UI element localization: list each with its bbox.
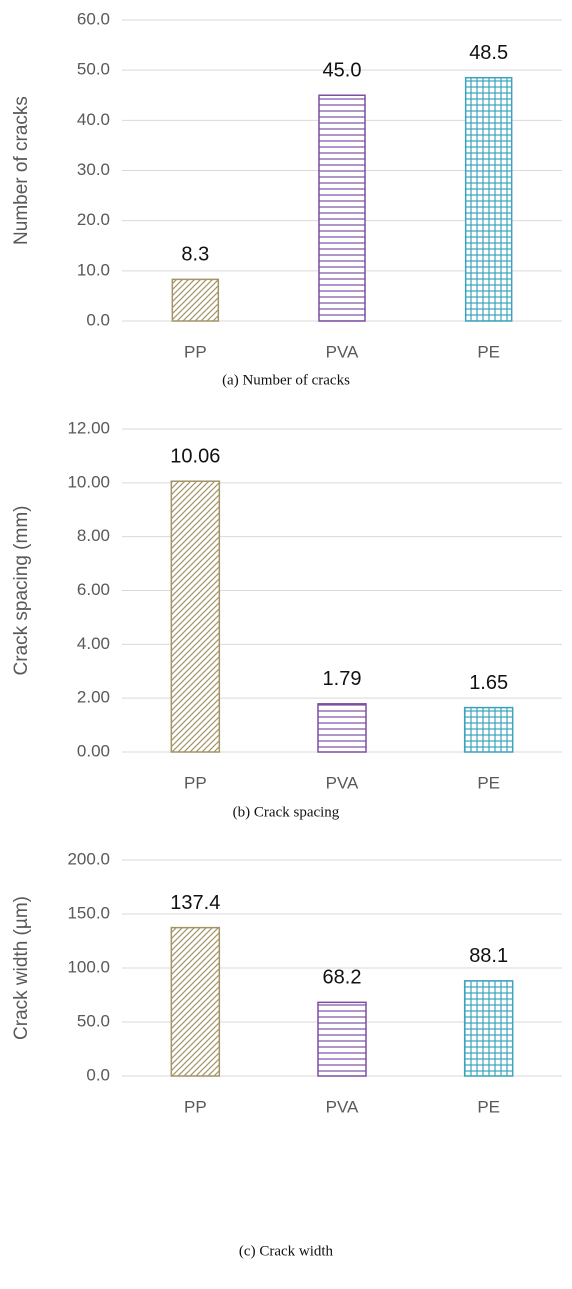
y-axis-title: Number of cracks	[11, 96, 32, 245]
data-label: 48.5	[469, 42, 508, 64]
y-tick-label: 8.00	[77, 526, 110, 545]
y-tick-label: 150.0	[67, 903, 110, 922]
bar	[171, 278, 220, 322]
bar	[317, 1001, 367, 1077]
y-tick-label: 30.0	[77, 160, 110, 179]
data-label: 68.2	[323, 967, 362, 989]
y-tick-label: 2.00	[77, 688, 110, 707]
y-tick-label: 4.00	[77, 634, 110, 653]
data-label: 1.65	[469, 672, 508, 694]
y-tick-label: 60.0	[77, 9, 110, 28]
bar	[318, 94, 366, 322]
x-tick-label: PE	[477, 342, 500, 361]
data-label: 1.79	[323, 668, 362, 690]
x-tick-label: PVA	[326, 1097, 359, 1116]
y-tick-label: 50.0	[77, 1011, 110, 1030]
data-label: 137.4	[170, 892, 220, 914]
x-tick-label: PE	[477, 1097, 500, 1116]
bar	[463, 706, 514, 753]
data-label: 88.1	[469, 945, 508, 967]
data-label: 10.06	[170, 445, 220, 467]
y-tick-label: 10.0	[77, 260, 110, 279]
bar	[464, 76, 513, 322]
x-tick-label: PP	[184, 773, 207, 792]
x-tick-label: PVA	[326, 773, 359, 792]
bar	[170, 926, 221, 1077]
y-tick-label: 40.0	[77, 110, 110, 129]
y-axis-title: Crack width (µm)	[11, 896, 32, 1040]
y-tick-label: 0.0	[86, 1065, 110, 1084]
y-tick-label: 20.0	[77, 210, 110, 229]
x-tick-label: PP	[184, 1097, 207, 1116]
data-label: 45.0	[323, 60, 362, 82]
bar	[170, 480, 221, 753]
y-tick-label: 10.00	[67, 472, 110, 491]
y-tick-label: 100.0	[67, 957, 110, 976]
caption: (b) Crack spacing	[233, 804, 340, 820]
caption: (a) Number of cracks	[222, 372, 350, 388]
bar	[317, 703, 367, 753]
y-tick-label: 0.00	[77, 741, 110, 760]
y-tick-label: 0.0	[86, 310, 110, 329]
x-tick-label: PE	[477, 773, 500, 792]
data-label: 8.3	[181, 244, 209, 266]
y-tick-label: 200.0	[67, 849, 110, 868]
y-axis-title: Crack spacing (mm)	[11, 506, 32, 676]
y-tick-label: 12.00	[67, 418, 110, 437]
x-tick-label: PP	[184, 342, 207, 361]
caption: (c) Crack width	[239, 1243, 334, 1259]
y-tick-label: 50.0	[77, 60, 110, 79]
y-tick-label: 6.00	[77, 580, 110, 599]
bar	[463, 980, 514, 1077]
x-tick-label: PVA	[326, 342, 359, 361]
